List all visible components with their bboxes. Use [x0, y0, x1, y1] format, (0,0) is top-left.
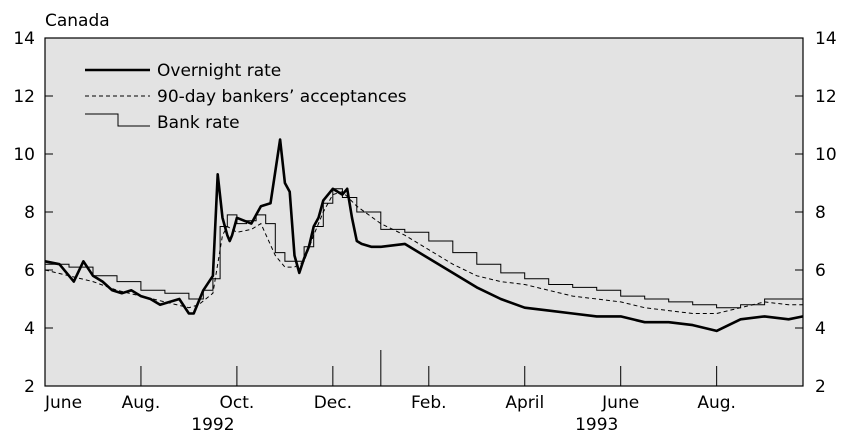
x-tick-label: Aug. — [697, 393, 736, 413]
legend-label: 90-day bankers’ acceptances — [157, 87, 407, 107]
x-tick-label: June — [601, 393, 639, 413]
y-tick-label-right: 14 — [815, 29, 837, 49]
x-tick-label: June — [44, 393, 82, 413]
x-tick-label: Oct. — [220, 393, 255, 413]
year-label: 1993 — [575, 415, 618, 435]
y-tick-label-left: 4 — [24, 319, 35, 339]
series-line-2 — [45, 188, 804, 309]
region-label: Canada — [45, 11, 110, 31]
y-tick-label-left: 2 — [24, 377, 35, 397]
x-tick-label: Dec. — [314, 393, 352, 413]
y-tick-label-right: 10 — [815, 145, 837, 165]
y-tick-label-left: 8 — [24, 203, 35, 223]
y-tick-label-left: 6 — [24, 261, 35, 281]
plot-area — [44, 37, 804, 387]
legend-swatch-2 — [85, 113, 150, 127]
y-tick-label-right: 6 — [815, 261, 826, 281]
legend-label: Bank rate — [157, 113, 240, 133]
y-tick-label-left: 14 — [13, 29, 35, 49]
y-tick-label-right: 8 — [815, 203, 826, 223]
y-tick-label-right: 2 — [815, 377, 826, 397]
y-tick-label-right: 4 — [815, 319, 826, 339]
year-label: 1992 — [191, 415, 234, 435]
legend-label: Overnight rate — [157, 61, 281, 81]
x-tick-label: Aug. — [122, 393, 161, 413]
x-tick-label: April — [505, 393, 544, 413]
series-line-0 — [44, 138, 804, 333]
y-tick-label-left: 12 — [13, 87, 35, 107]
x-tick-label: Feb. — [411, 393, 447, 413]
y-tick-label-left: 10 — [13, 145, 35, 165]
y-tick-label-right: 12 — [815, 87, 837, 107]
